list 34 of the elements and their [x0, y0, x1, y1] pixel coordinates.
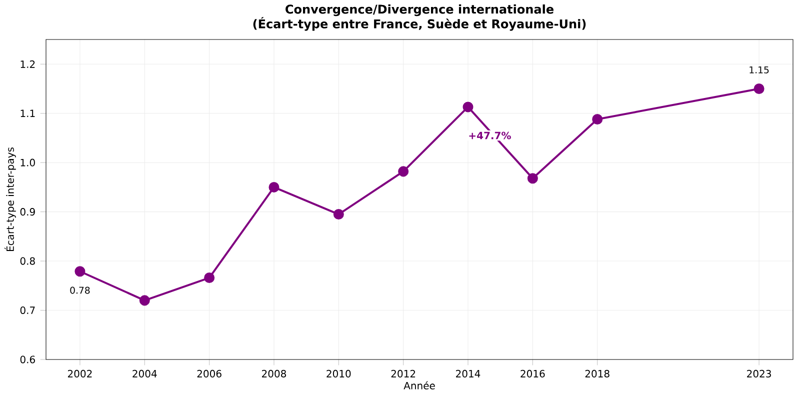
- x-tick-label: 2018: [585, 370, 610, 378]
- y-tick-label: 1.2: [20, 60, 35, 68]
- y-axis-title: Écart-type inter-pays: [4, 148, 16, 252]
- y-tick-label: 0.6: [20, 356, 35, 364]
- point: [268, 182, 280, 193]
- x-tick-label: 2016: [520, 370, 545, 378]
- chart-title: Convergence/Divergence internationale: [286, 4, 554, 16]
- chart-subtitle: (Écart-type entre France, Suède et Royaume-Uni): [253, 17, 586, 32]
- point: [398, 166, 409, 177]
- x-tick-label: 2006: [197, 370, 222, 378]
- y-tick-label: 1.0: [20, 159, 35, 167]
- y-tick-label: 0.9: [20, 208, 35, 216]
- x-tick-label: 2004: [132, 370, 157, 378]
- point: [204, 272, 215, 284]
- data-label: 0.78: [70, 287, 90, 294]
- x-tick-label: 2002: [68, 370, 92, 378]
- point: [74, 266, 86, 277]
- x-tick-label: 2008: [262, 370, 286, 378]
- x-tick-label: 2012: [391, 370, 416, 378]
- point: [333, 209, 344, 220]
- y-tick-label: 1.1: [20, 110, 35, 118]
- x-tick-label: 2010: [326, 370, 351, 378]
- y-tick-label: 0.8: [20, 258, 35, 266]
- point: [527, 173, 538, 184]
- point: [592, 114, 603, 125]
- x-tick-label: 2023: [747, 370, 771, 378]
- y-tick-label: 0.7: [20, 306, 35, 314]
- data-label: 1.15: [750, 66, 769, 74]
- annotation: +47.7%: [469, 132, 511, 140]
- point: [139, 295, 150, 306]
- x-axis-title: Année: [404, 382, 435, 390]
- x-tick-label: 2014: [456, 370, 480, 378]
- point: [462, 102, 474, 112]
- point: [754, 84, 764, 94]
